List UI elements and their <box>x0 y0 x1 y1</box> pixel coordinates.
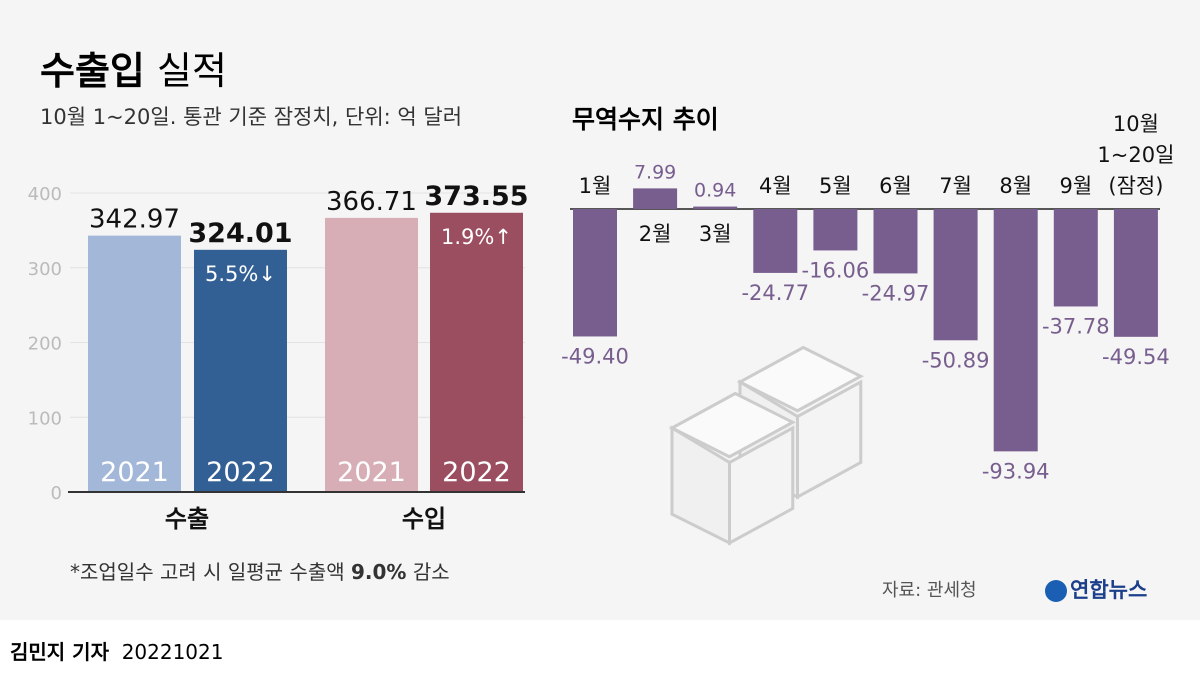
month-label: 6월 <box>879 174 912 198</box>
trade-chart-title: 무역수지 추이 <box>572 105 719 134</box>
footnote: *조업일수 고려 시 일평균 수출액 9.0% 감소 <box>70 560 450 584</box>
change-label: 1.9%↑ <box>441 225 512 249</box>
month-label: 2월 <box>639 222 672 246</box>
trade-value-label: -24.97 <box>862 281 930 305</box>
trade-bar <box>1113 209 1158 337</box>
trade-value-label: -37.78 <box>1042 314 1110 338</box>
month-label: 7월 <box>939 174 972 198</box>
bar-value-label: 373.55 <box>424 181 528 212</box>
bar-value-label: 366.71 <box>326 187 417 217</box>
trade-bar <box>693 206 738 209</box>
year-label: 2022 <box>206 457 275 488</box>
month-label: 8월 <box>999 174 1032 198</box>
trade-value-label: -16.06 <box>802 258 870 282</box>
bar-수입-2021 <box>325 217 418 492</box>
bar-수출-2021 <box>88 235 181 492</box>
y-tick-label: 100 <box>28 408 62 429</box>
trade-value-label: -24.77 <box>741 281 809 305</box>
year-label: 2021 <box>337 457 406 488</box>
month-label: 1~20일 <box>1097 143 1174 167</box>
month-label: 9월 <box>1059 174 1092 198</box>
source: 자료: 관세청 <box>882 580 977 601</box>
category-label: 수입 <box>402 505 446 533</box>
trade-value-label: 7.99 <box>634 161 676 183</box>
trade-value-label: -49.40 <box>561 344 629 368</box>
crate-icon <box>796 379 863 500</box>
month-label: 3월 <box>699 222 732 246</box>
trade-value-label: -93.94 <box>982 459 1050 483</box>
trade-bar <box>1053 209 1098 307</box>
crate-icon <box>736 345 864 413</box>
y-tick-label: 300 <box>28 259 62 280</box>
byline: 김민지 기자 20221021 <box>10 640 224 664</box>
trade-bar <box>633 188 678 209</box>
subtitle: 10월 1~20일. 통관 기준 잠정치, 단위: 억 달러 <box>40 105 463 129</box>
trade-bar <box>813 209 858 251</box>
trade-bar <box>873 209 918 274</box>
trade-value-label: -50.89 <box>922 348 990 372</box>
page-title: 수출입 실적 <box>40 49 227 93</box>
bar-value-label: 324.01 <box>188 218 292 249</box>
trade-bar <box>573 209 617 337</box>
chart-canvas: 0 100 200 300 400 342.97 2021 324.01 5.5%↓ 2022 36… <box>28 112 1174 546</box>
logo-icon <box>1045 580 1067 602</box>
year-label: 2022 <box>442 457 511 488</box>
y-tick-label: 0 <box>51 483 62 504</box>
trade-value-label: -49.54 <box>1102 345 1170 369</box>
month-label: 4월 <box>759 174 792 198</box>
bar-value-label: 342.97 <box>89 205 180 235</box>
month-label: (잠정) <box>1108 174 1163 198</box>
month-label: 10월 <box>1113 112 1159 136</box>
category-label: 수출 <box>165 505 209 533</box>
trade-bar <box>993 209 1038 452</box>
month-label: 1월 <box>579 174 612 198</box>
month-label: 5월 <box>819 174 852 198</box>
yonhap-logo: 연합뉴스 <box>1045 574 1147 604</box>
crate-icon <box>668 391 796 459</box>
crate-icon <box>728 425 795 546</box>
trade-value-label: 0.94 <box>694 180 736 202</box>
y-tick-label: 200 <box>28 334 62 355</box>
change-label: 5.5%↓ <box>205 262 276 286</box>
y-tick-label: 400 <box>28 184 62 205</box>
trade-bar <box>753 209 798 273</box>
trade-bar <box>933 209 978 341</box>
year-label: 2021 <box>100 457 169 488</box>
bar-수입-2022 <box>430 212 523 493</box>
bar-수출-2022 <box>194 249 287 492</box>
